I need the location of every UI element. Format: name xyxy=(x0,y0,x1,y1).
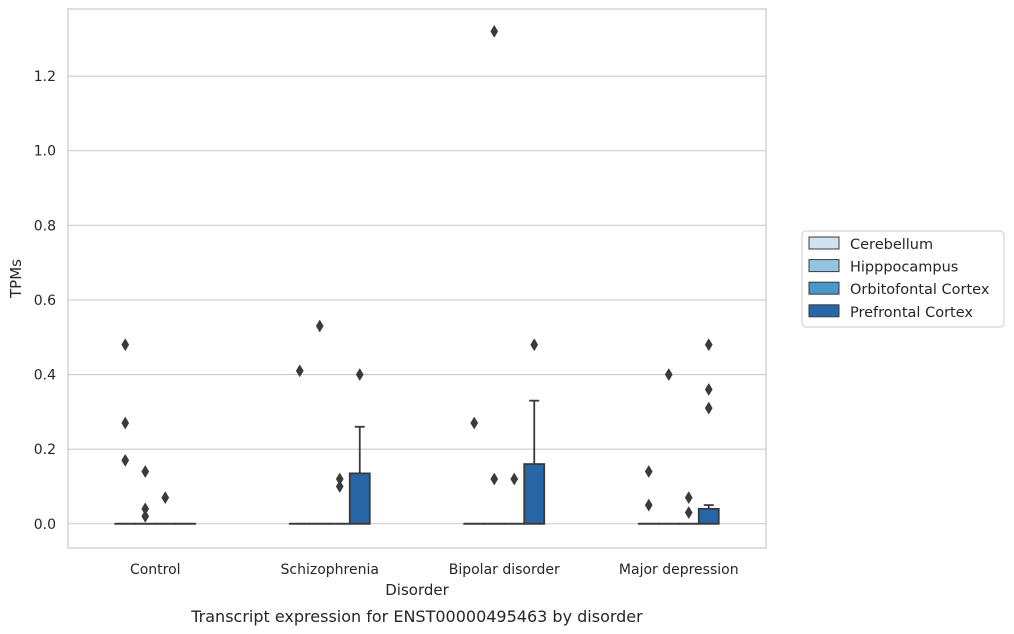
outlier-point xyxy=(335,479,344,493)
x-tick-label: Control xyxy=(130,562,181,578)
outlier-point xyxy=(121,416,130,430)
box-group xyxy=(503,472,526,525)
outlier-point xyxy=(315,319,324,333)
outlier-point xyxy=(530,338,539,352)
box xyxy=(348,472,371,525)
x-tick-label: Major depression xyxy=(619,562,739,578)
legend-frame xyxy=(801,230,1005,328)
x-tick-label: Schizophrenia xyxy=(281,562,379,578)
outlier-point xyxy=(490,472,499,486)
box-group xyxy=(288,364,311,525)
outlier-point xyxy=(141,509,150,523)
box-group xyxy=(348,368,371,525)
outlier-point xyxy=(684,506,693,520)
y-tick-label: 0.8 xyxy=(34,218,56,234)
box xyxy=(523,463,546,525)
legend-label: Cerebellum xyxy=(850,237,933,253)
outlier-point xyxy=(295,364,304,378)
plot-area xyxy=(67,8,767,549)
legend-label: Orbitofontal Cortex xyxy=(850,282,990,298)
legend-swatch xyxy=(808,281,840,295)
legend-label: Prefrontal Cortex xyxy=(850,305,973,321)
box-group xyxy=(328,472,351,525)
outlier-point xyxy=(644,498,653,512)
legend-swatch xyxy=(808,259,840,273)
y-axis-title: TPMs xyxy=(7,259,25,299)
gridlines xyxy=(68,75,766,525)
y-tick-label: 0.2 xyxy=(34,442,56,458)
outlier-point xyxy=(121,338,130,352)
outlier-point xyxy=(644,465,653,479)
box-group xyxy=(637,465,660,525)
outlier-point xyxy=(355,368,364,382)
figure-caption: Transcript expression for ENST0000049546… xyxy=(190,607,643,626)
y-tick-label: 0.6 xyxy=(34,293,56,309)
box-group xyxy=(677,491,700,525)
outlier-point xyxy=(161,491,170,505)
outlier-point xyxy=(704,338,713,352)
legend-swatch xyxy=(808,304,840,318)
box-group xyxy=(523,338,546,525)
outlier-point xyxy=(141,465,150,479)
y-tick-label: 1.2 xyxy=(34,69,56,85)
y-tick-label: 0.0 xyxy=(34,517,56,533)
outlier-point xyxy=(490,24,499,38)
outlier-point xyxy=(470,416,479,430)
outlier-point xyxy=(704,401,713,415)
box-group xyxy=(114,338,137,525)
y-tick-label: 1.0 xyxy=(34,144,56,160)
y-tick-label: 0.4 xyxy=(34,368,56,384)
box-group xyxy=(154,491,177,525)
x-tick-label: Bipolar disorder xyxy=(449,562,560,578)
legend-label: Hipppocampus xyxy=(850,260,958,276)
x-axis-title: Disorder xyxy=(385,581,449,599)
outlier-point xyxy=(121,453,130,467)
box xyxy=(697,507,720,525)
y-axis-ticks: 0.0 0.2 0.4 0.6 0.8 1.0 1.2 xyxy=(34,69,56,533)
box-group xyxy=(657,368,680,525)
box-group xyxy=(134,465,157,525)
box-marks xyxy=(114,24,720,525)
x-axis-ticks: Control Schizophrenia Bipolar disorder Majo… xyxy=(130,562,739,578)
outlier-point xyxy=(510,472,519,486)
box-group xyxy=(463,416,486,525)
box-group xyxy=(697,338,720,525)
outlier-point xyxy=(704,382,713,396)
outlier-point xyxy=(684,491,693,505)
box-group xyxy=(308,319,331,525)
outlier-point xyxy=(664,368,673,382)
legend: Cerebellum Hipppocampus Orbitofontal Corte… xyxy=(801,230,1005,328)
legend-swatch xyxy=(808,236,840,250)
